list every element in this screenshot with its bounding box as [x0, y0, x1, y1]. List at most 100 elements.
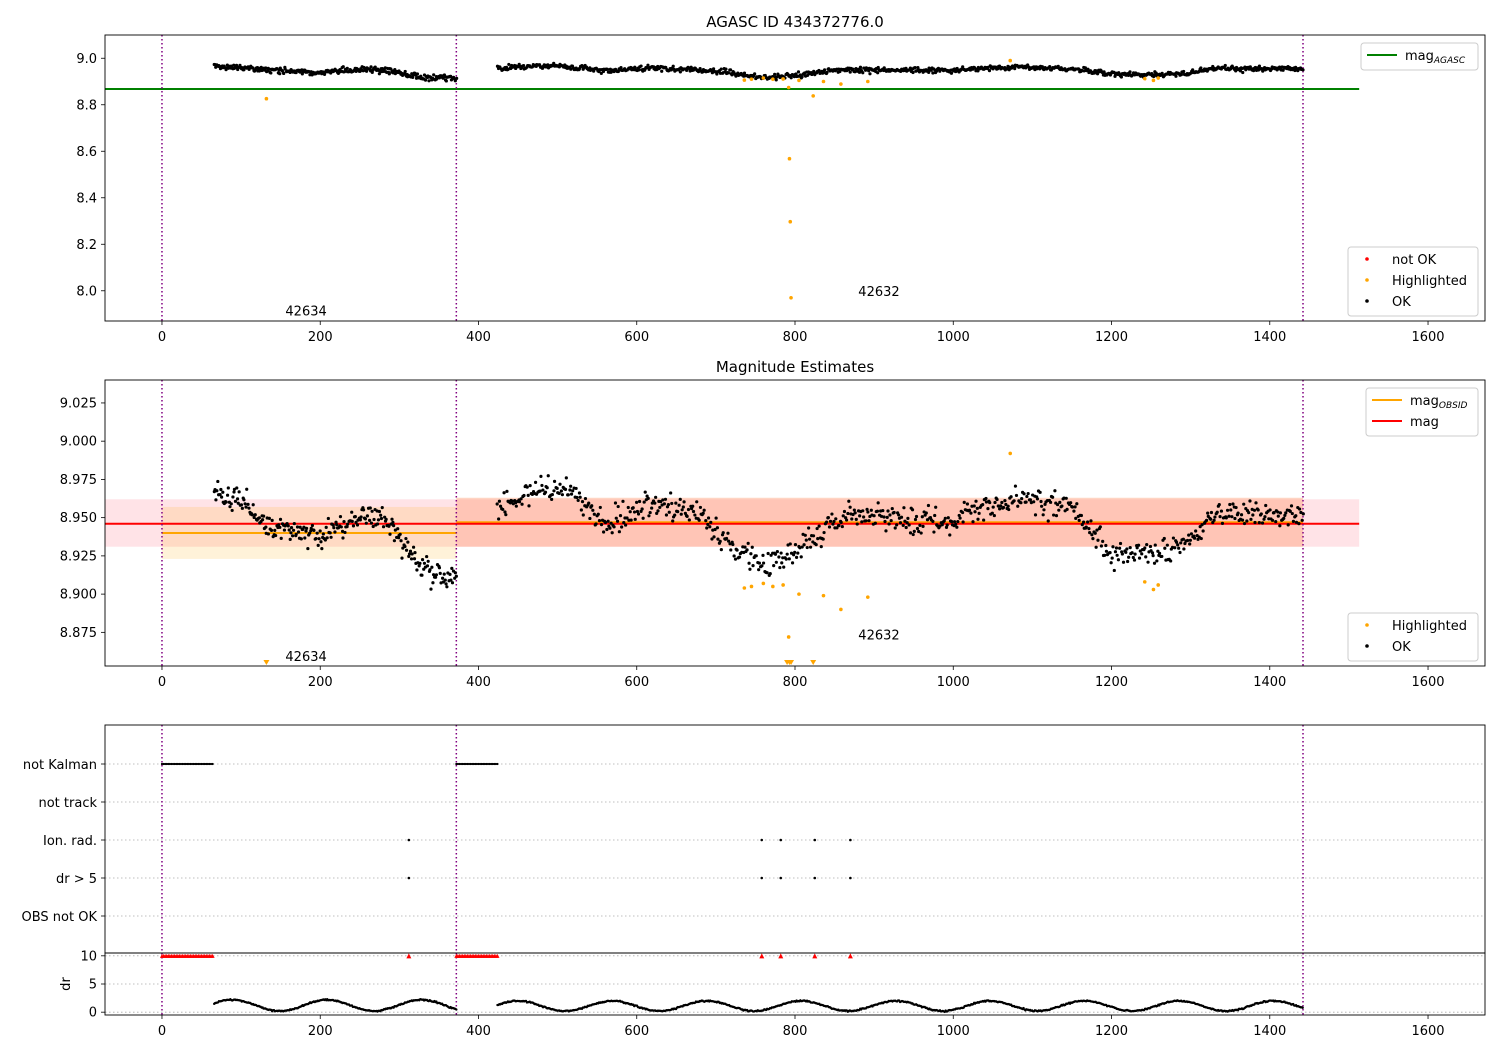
- ok-point: [1091, 537, 1095, 541]
- ok-point: [1268, 508, 1272, 512]
- ok-point: [678, 497, 682, 501]
- y-tick-label: 10: [80, 949, 97, 964]
- ok-point: [958, 516, 962, 520]
- ok-point: [239, 503, 244, 507]
- ok-point: [873, 521, 877, 525]
- ok-point: [961, 65, 965, 69]
- flag-point: [475, 762, 479, 766]
- ok-point: [502, 491, 506, 495]
- ok-point: [407, 552, 412, 556]
- ok-point: [528, 484, 532, 488]
- ok-point: [1113, 550, 1118, 554]
- flag-point: [209, 762, 213, 766]
- ok-point: [913, 66, 917, 70]
- ok-point: [363, 517, 368, 521]
- ok-point: [908, 531, 913, 535]
- ok-point: [224, 67, 228, 72]
- ok-point: [1056, 64, 1060, 68]
- ok-point: [364, 521, 368, 525]
- ok-point: [251, 66, 255, 70]
- ok-point: [925, 518, 930, 522]
- ok-point: [645, 66, 649, 70]
- ok-point: [670, 501, 674, 506]
- ok-point: [577, 491, 582, 495]
- ok-point: [663, 497, 668, 501]
- ok-point: [231, 495, 235, 499]
- ok-point: [787, 557, 791, 561]
- ok-point: [662, 502, 666, 506]
- ok-point: [961, 520, 965, 524]
- ok-point: [680, 508, 684, 512]
- ok-point: [719, 67, 723, 71]
- ok-point: [745, 548, 749, 552]
- x-tick-label: 1000: [937, 330, 970, 345]
- flag-point: [483, 762, 486, 766]
- ok-point: [1052, 513, 1056, 517]
- ok-point: [1127, 555, 1131, 559]
- ok-point: [1212, 518, 1216, 522]
- ok-point: [1153, 543, 1157, 547]
- ok-point: [449, 578, 453, 582]
- ok-point: [825, 70, 829, 75]
- ok-point: [750, 545, 754, 549]
- ok-point: [913, 517, 918, 522]
- ok-point: [1041, 513, 1045, 517]
- x-tick-label: 1200: [1095, 1024, 1128, 1039]
- highlighted-point: [786, 635, 791, 639]
- ok-point: [972, 504, 976, 508]
- ok-point: [408, 549, 413, 553]
- y-tick-label: 8.2: [76, 238, 97, 253]
- ok-point: [1169, 559, 1173, 563]
- ok-point: [236, 501, 240, 505]
- ok-point: [1199, 536, 1203, 541]
- y-tick-label: 8.4: [76, 191, 97, 206]
- ok-point: [220, 495, 224, 499]
- ok-point: [396, 527, 400, 531]
- ok-point: [289, 526, 294, 530]
- ok-point: [334, 520, 338, 524]
- ok-point: [340, 529, 345, 533]
- ok-point: [654, 495, 658, 499]
- flag-point: [490, 762, 493, 766]
- ok-point: [617, 530, 621, 534]
- ok-point: [262, 514, 266, 518]
- ok-point: [1137, 556, 1142, 560]
- ok-point: [858, 65, 863, 69]
- ok-point: [698, 505, 703, 510]
- ok-point: [673, 513, 677, 517]
- ok-point: [1209, 517, 1213, 521]
- ok-point: [1200, 523, 1204, 527]
- x-tick-label: 1600: [1411, 330, 1444, 345]
- ok-point: [1276, 514, 1280, 518]
- ok-point: [729, 548, 733, 552]
- flag-point: [488, 762, 491, 766]
- ok-point: [842, 509, 847, 514]
- ok-point: [1026, 491, 1030, 496]
- ok-point: [860, 520, 864, 524]
- ok-point: [704, 519, 708, 523]
- ok-point: [498, 504, 503, 508]
- ok-point: [822, 530, 826, 535]
- ok-point: [666, 503, 671, 507]
- ok-point: [558, 482, 562, 486]
- ok-point: [314, 536, 318, 541]
- ok-point: [775, 550, 779, 554]
- x-tick-label: 600: [624, 1024, 649, 1039]
- ok-point: [646, 63, 650, 67]
- ok-point: [1113, 74, 1117, 78]
- flag-point: [178, 762, 181, 766]
- ok-point: [376, 518, 381, 522]
- ok-point: [323, 538, 327, 542]
- ok-point: [1182, 69, 1186, 74]
- flag-point: [779, 876, 783, 880]
- ok-point: [324, 525, 328, 529]
- ok-point: [1281, 68, 1285, 72]
- ok-point: [1188, 542, 1192, 546]
- ok-point: [234, 63, 239, 67]
- ok-point: [948, 533, 952, 537]
- ok-point: [641, 516, 645, 520]
- ok-point: [1178, 550, 1182, 555]
- ok-point: [1218, 515, 1222, 519]
- ok-point: [425, 554, 429, 559]
- ok-point: [782, 565, 786, 569]
